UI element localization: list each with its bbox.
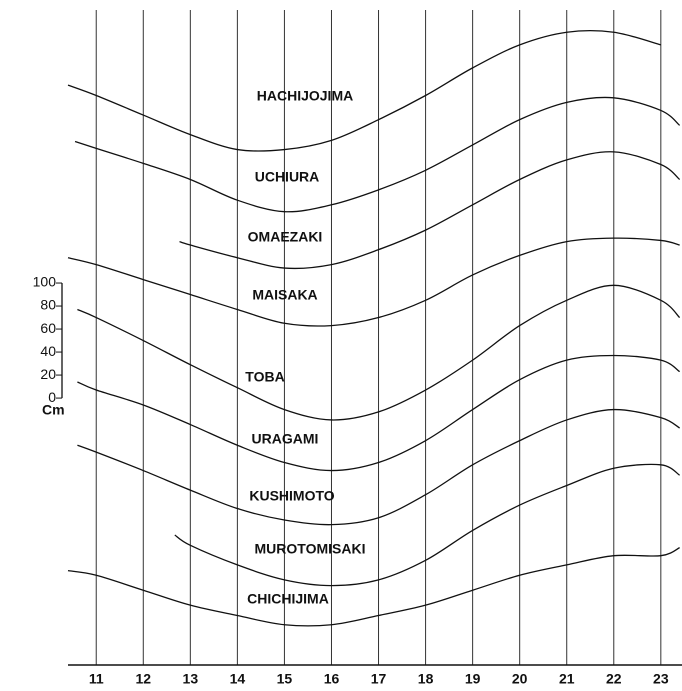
x-tick-label: 21 <box>559 671 575 687</box>
station-label: KUSHIMOTO <box>249 488 334 504</box>
x-tick-label: 17 <box>371 671 387 687</box>
trace <box>77 354 681 472</box>
x-tick-label: 18 <box>418 671 434 687</box>
trace <box>179 151 681 270</box>
x-tick-label: 12 <box>135 671 151 687</box>
station-label: CHICHIJIMA <box>247 591 329 607</box>
station-label: UCHIURA <box>255 169 320 185</box>
scale-tick-label: 40 <box>40 343 56 359</box>
station-label: URAGAMI <box>252 431 319 447</box>
x-tick-label: 19 <box>465 671 481 687</box>
trace <box>74 96 681 213</box>
x-tick-label: 11 <box>89 671 104 687</box>
trace <box>174 463 681 587</box>
x-tick-label: 13 <box>183 671 199 687</box>
x-tick-label: 14 <box>230 671 246 687</box>
scale-tick-label: 0 <box>48 389 56 405</box>
scale-tick-label: 100 <box>33 274 57 290</box>
trace <box>77 284 681 421</box>
x-tick-label: 22 <box>606 671 622 687</box>
scale-unit: Cm <box>42 402 65 418</box>
trace <box>67 547 680 627</box>
station-label: HACHIJOJIMA <box>257 88 353 104</box>
station-label: MUROTOMISAKI <box>255 541 366 557</box>
x-tick-label: 20 <box>512 671 528 687</box>
x-tick-label: 16 <box>324 671 340 687</box>
trace <box>67 29 661 152</box>
scale-tick-label: 60 <box>40 320 56 336</box>
scale-tick-label: 20 <box>40 366 56 382</box>
station-label: TOBA <box>245 369 284 385</box>
trace <box>67 237 680 327</box>
x-tick-label: 15 <box>277 671 293 687</box>
trace <box>77 408 680 526</box>
station-label: MAISAKA <box>252 287 317 303</box>
station-label: OMAEZAKI <box>248 229 323 245</box>
x-tick-label: 23 <box>653 671 669 687</box>
scale-tick-label: 80 <box>40 297 56 313</box>
